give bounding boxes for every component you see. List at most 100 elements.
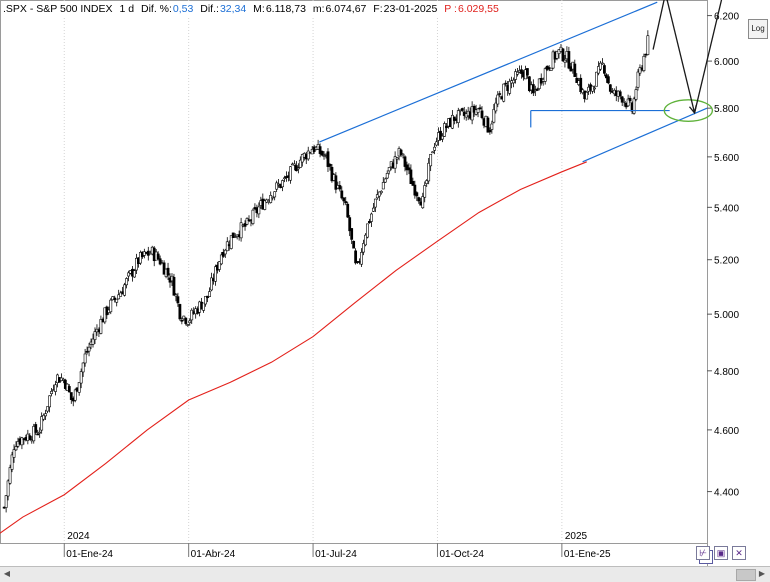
candle-body bbox=[247, 219, 251, 221]
candle-body bbox=[377, 191, 381, 197]
candle-body bbox=[370, 213, 373, 222]
candle-body bbox=[123, 284, 126, 296]
candle-body bbox=[549, 67, 553, 71]
candle-body bbox=[622, 100, 626, 103]
candle-body bbox=[263, 200, 267, 210]
y-tick-label: 4.600 bbox=[714, 426, 739, 437]
scroll-thumb[interactable] bbox=[736, 569, 756, 581]
save-icon[interactable]: ▣ bbox=[714, 546, 728, 560]
candle-body bbox=[40, 416, 44, 431]
candle-body bbox=[217, 261, 221, 270]
candle-body bbox=[456, 110, 460, 123]
plot-frame bbox=[0, 0, 708, 544]
candle-body bbox=[417, 197, 421, 202]
candle-body bbox=[603, 65, 606, 74]
y-tick-label: 4.400 bbox=[714, 488, 739, 499]
x-tick-label: 01-Ene-25 bbox=[564, 549, 611, 560]
candle-body bbox=[551, 51, 555, 69]
horizontal-scrollbar[interactable]: ◀ ▶ bbox=[0, 566, 770, 582]
candle-body bbox=[93, 331, 97, 340]
candle-body bbox=[504, 82, 508, 85]
candle-body bbox=[478, 107, 482, 110]
scroll-left-icon[interactable]: ◀ bbox=[3, 569, 11, 578]
candle-body bbox=[393, 156, 397, 169]
candle-body bbox=[399, 149, 403, 156]
candle-body bbox=[360, 252, 363, 265]
candle-body bbox=[415, 192, 419, 197]
moving-average-line bbox=[0, 161, 587, 534]
candle-body bbox=[14, 446, 18, 451]
candle-body bbox=[595, 71, 598, 87]
candle-body bbox=[425, 180, 429, 184]
candle-body bbox=[20, 437, 24, 446]
candle-body bbox=[346, 203, 350, 218]
price-chart[interactable]: 01-Ene-24 01-Abr-24 01-Jul-24 01-Oct-24 01-E… bbox=[0, 0, 770, 566]
candle-body bbox=[626, 98, 630, 107]
candle-body bbox=[158, 258, 162, 265]
candle-body bbox=[245, 218, 249, 225]
candle-body bbox=[67, 386, 71, 393]
candle-body bbox=[516, 71, 519, 75]
candle-body bbox=[383, 178, 387, 183]
candle-body bbox=[293, 163, 296, 166]
candle-body bbox=[494, 102, 498, 112]
candle-body bbox=[4, 495, 8, 508]
candle-body bbox=[638, 67, 642, 74]
candle-body bbox=[362, 243, 365, 253]
candle-body bbox=[186, 324, 190, 326]
candle-body bbox=[10, 454, 14, 470]
close-icon[interactable]: ✕ bbox=[732, 546, 746, 560]
candle-body bbox=[634, 89, 638, 100]
candle-body bbox=[567, 51, 571, 69]
candle-body bbox=[289, 166, 292, 181]
candle-body bbox=[636, 71, 640, 88]
candle-body bbox=[113, 297, 117, 300]
chart-header: .SPX - S&P 500 INDEX 1 d Dif. %:0,53 Dif… bbox=[3, 1, 506, 17]
candle-body bbox=[488, 129, 492, 133]
candle-body bbox=[496, 94, 500, 105]
candle-body bbox=[73, 389, 77, 401]
candle-body bbox=[219, 254, 223, 265]
candle-body bbox=[125, 278, 128, 286]
candle-body bbox=[593, 87, 596, 90]
candle-body bbox=[433, 146, 437, 151]
dif-label: Dif.: bbox=[200, 3, 219, 15]
candle-body bbox=[379, 190, 383, 194]
projection-ellipse bbox=[663, 99, 714, 122]
dif-value: 32,34 bbox=[219, 3, 247, 15]
candle-body bbox=[527, 76, 531, 92]
candle-body bbox=[441, 135, 444, 140]
candle-body bbox=[555, 51, 559, 59]
date-label: F: bbox=[373, 3, 383, 15]
log-scale-button[interactable]: Log bbox=[748, 19, 768, 39]
price-value: 6.029,55 bbox=[457, 3, 499, 15]
y-tick-label: 5.400 bbox=[714, 203, 739, 214]
candle-body bbox=[352, 240, 356, 249]
candle-body bbox=[364, 234, 367, 246]
candle-body bbox=[296, 167, 300, 170]
candle-body bbox=[180, 319, 184, 322]
candle-body bbox=[472, 105, 476, 113]
zoom-icon[interactable]: ⊬ bbox=[696, 546, 710, 560]
scroll-right-icon[interactable]: ▶ bbox=[758, 569, 766, 578]
candle-body bbox=[6, 480, 10, 497]
candle-body bbox=[411, 181, 415, 186]
candle-body bbox=[405, 164, 409, 171]
candle-body bbox=[431, 151, 435, 154]
candle-body bbox=[450, 114, 454, 129]
candle-body bbox=[585, 91, 589, 100]
candle-body bbox=[350, 228, 354, 240]
candle-body bbox=[202, 302, 205, 311]
candle-body bbox=[117, 294, 121, 300]
candle-body bbox=[281, 180, 284, 188]
candle-body bbox=[38, 431, 42, 434]
candle-body bbox=[338, 185, 342, 190]
candle-body bbox=[632, 98, 636, 114]
candle-body bbox=[83, 353, 87, 364]
candle-body bbox=[439, 130, 442, 140]
candle-body bbox=[445, 125, 448, 129]
candle-body bbox=[561, 48, 565, 62]
candle-body bbox=[403, 156, 407, 167]
candle-body bbox=[563, 59, 567, 63]
